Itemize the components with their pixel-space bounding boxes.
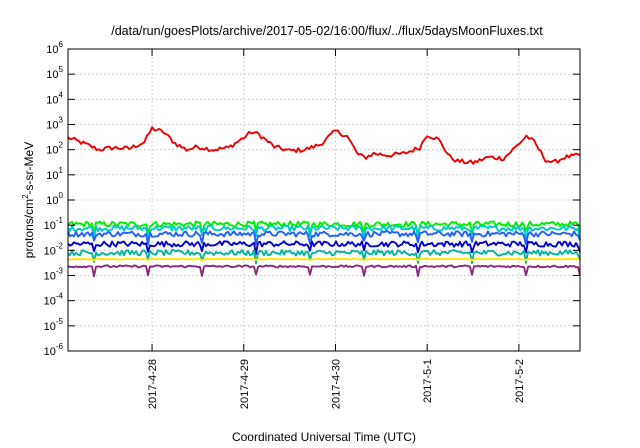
y-tick-mantissa: 10 [44,296,56,308]
y-tick-exponent: 0 [59,191,64,200]
x-axis: 2017-4-28 2017-4-29 2017-4-30 2017-5-1 2017-… [147,49,526,409]
y-tick-exponent: 3 [59,116,64,125]
y-tick-label: 102 [46,141,63,157]
y-tick-label: 10-4 [44,292,64,308]
y-tick-label: 103 [46,116,63,132]
y-axis-label-suffix: -s-sr-MeV [22,142,36,195]
y-tick-mantissa: 10 [46,120,58,132]
x-tick-label: 2017-5-1 [422,359,434,403]
y-tick-label: 10-3 [44,267,64,283]
y-tick-exponent: -4 [56,292,64,301]
y-tick-exponent: 4 [59,90,64,99]
y-tick-mantissa: 10 [44,245,56,257]
y-axis-label-prefix: protons/cm [22,199,36,258]
series-line [67,264,581,278]
y-tick-mantissa: 10 [46,94,58,106]
series-line [67,126,581,165]
y-tick-mantissa: 10 [44,220,56,232]
y-axis-label-superscript: 2 [21,194,30,199]
series-group [67,126,581,278]
y-tick-label: 10-2 [44,241,64,257]
y-tick-label: 100 [46,191,63,207]
x-tick-label: 2017-4-28 [147,359,159,409]
y-tick-label: 104 [46,90,63,106]
y-tick-mantissa: 10 [46,145,58,157]
y-tick-mantissa: 10 [44,346,56,358]
y-tick-label: 10-6 [44,342,64,358]
y-tick-mantissa: 10 [46,44,58,56]
y-axis: 10-610-510-410-310-210-11001011021031041… [44,40,580,358]
series-line [67,240,581,255]
series-line [67,230,581,246]
y-tick-exponent: -3 [56,267,64,276]
y-tick-exponent: -2 [56,241,64,250]
y-tick-exponent: 1 [59,166,64,175]
y-axis-label: protons/cm2-s-sr-MeV [21,142,36,258]
y-tick-label: 10-1 [44,216,64,232]
x-axis-label: Coordinated Universal Time (UTC) [232,430,416,444]
chart-title: /data/run/goesPlots/archive/2017-05-02/1… [111,24,543,38]
x-tick-label: 2017-5-2 [514,359,526,403]
y-tick-mantissa: 10 [44,321,56,333]
y-tick-label: 105 [46,65,63,81]
x-tick-label: 2017-4-29 [239,359,251,409]
y-tick-exponent: 6 [59,40,64,49]
y-tick-exponent: 2 [59,141,64,150]
y-tick-mantissa: 10 [46,69,58,81]
y-tick-label: 10-5 [44,317,64,333]
series-line [67,249,581,265]
series-line [67,257,581,262]
y-tick-exponent: -1 [56,216,64,225]
y-tick-exponent: -5 [56,317,64,326]
y-tick-exponent: -6 [56,342,64,351]
series-line [67,220,581,237]
y-tick-mantissa: 10 [46,195,58,207]
grid [68,49,580,351]
y-tick-exponent: 5 [59,65,64,74]
y-tick-label: 106 [46,40,63,56]
y-tick-mantissa: 10 [44,271,56,283]
series-line [67,224,581,241]
y-tick-label: 101 [46,166,63,182]
y-tick-mantissa: 10 [46,170,58,182]
x-tick-label: 2017-4-30 [330,359,342,409]
